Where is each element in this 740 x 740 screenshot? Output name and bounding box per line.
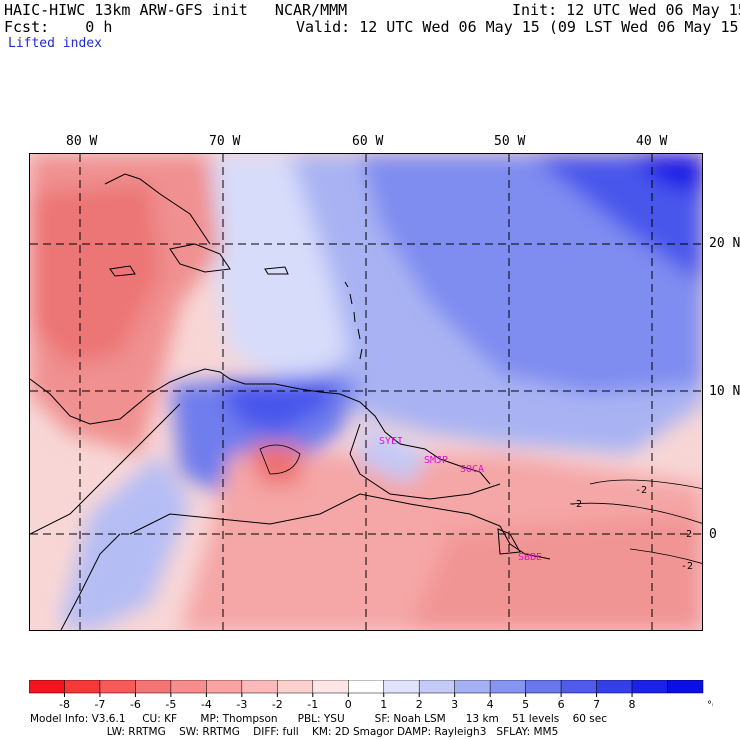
map-canvas bbox=[30, 154, 702, 630]
colorbar-swatch bbox=[383, 679, 420, 694]
colorbar-tick-label: 1 bbox=[380, 698, 387, 711]
colorbar-tick-label: 5 bbox=[522, 698, 529, 711]
colorbar-tick-label: -7 bbox=[94, 698, 105, 711]
coastlines bbox=[30, 173, 551, 630]
colorbar-tick-label: 0 bbox=[345, 698, 352, 711]
colorbar-tick-label: 6 bbox=[558, 698, 565, 711]
colorbar-swatch bbox=[170, 679, 207, 694]
contour-label: -2 bbox=[570, 499, 583, 510]
colorbar-tick-label: -3 bbox=[236, 698, 247, 711]
colorbar-swatch bbox=[489, 679, 526, 694]
colorbar-swatch bbox=[596, 679, 633, 694]
colorbar-swatch bbox=[277, 679, 314, 694]
station-label-smjp: SMJP bbox=[424, 455, 449, 466]
colorbar-swatch bbox=[64, 679, 101, 694]
colorbar-swatch bbox=[560, 679, 597, 694]
colorbar-swatches: -8 -7 -6 -5 -4 -3 -2 -1 0 1 2 3 4 5 6 7 8 °C bbox=[28, 679, 719, 711]
colorbar-tick-label: -1 bbox=[307, 698, 318, 711]
model-title: HAIC-HIWC 13km ARW-GFS init NCAR/MMM bbox=[4, 1, 348, 19]
contour-label: -2 bbox=[681, 561, 694, 572]
colorbar-swatch bbox=[525, 679, 562, 694]
colorbar-tick-label: 8 bbox=[629, 698, 636, 711]
lon-label-50w: 50 W bbox=[494, 134, 526, 149]
lifted-index-map: -2 -2 -2 -2 SYEI SMJP SOCA SBBE bbox=[29, 153, 703, 631]
contour-label: -2 bbox=[680, 529, 693, 540]
field-name: Lifted index bbox=[8, 36, 102, 51]
colorbar-tick-label: -5 bbox=[165, 698, 176, 711]
model-info-line1: Model Info: V3.6.1 CU: KF MP: Thompson P… bbox=[30, 713, 607, 725]
colorbar-swatch bbox=[631, 679, 668, 694]
colorbar-swatch bbox=[667, 679, 704, 694]
colorbar-swatch bbox=[312, 679, 349, 694]
lon-label-60w: 60 W bbox=[352, 134, 384, 149]
colorbar-tick-label: -2 bbox=[272, 698, 283, 711]
lat-label-10n: 10 N bbox=[709, 384, 740, 399]
colorbar-swatch bbox=[28, 679, 65, 694]
valid-time: Valid: 12 UTC Wed 06 May 15 (09 LST Wed … bbox=[296, 18, 740, 36]
forecast-hour: Fcst: 0 h bbox=[4, 18, 113, 36]
station-label-syei: SYEI bbox=[379, 436, 404, 447]
lon-label-40w: 40 W bbox=[636, 134, 668, 149]
colorbar-tick-label: -8 bbox=[59, 698, 70, 711]
model-info-line2: LW: RRTMG SW: RRTMG DIFF: full KM: 2D Sm… bbox=[30, 726, 559, 738]
colorbar-swatch bbox=[135, 679, 172, 694]
lon-label-80w: 80 W bbox=[66, 134, 98, 149]
colorbar-tick-label: -4 bbox=[201, 698, 212, 711]
colorbar-swatch bbox=[206, 679, 243, 694]
colorbar-unit: °C bbox=[707, 700, 713, 711]
colorbar-tick-label: -6 bbox=[130, 698, 141, 711]
contour-lines bbox=[259, 444, 702, 564]
colorbar-tick-label: 7 bbox=[593, 698, 600, 711]
lon-label-70w: 70 W bbox=[209, 134, 241, 149]
lat-lon-grid bbox=[30, 154, 702, 630]
station-label-soca: SOCA bbox=[460, 464, 485, 475]
contour-label: -2 bbox=[635, 485, 648, 496]
station-label-sbbe: SBBE bbox=[518, 552, 543, 563]
colorbar-tick-label: 3 bbox=[451, 698, 458, 711]
colorbar-swatch bbox=[454, 679, 491, 694]
lat-label-0: 0 bbox=[709, 527, 717, 542]
colorbar-swatch bbox=[348, 679, 384, 694]
colorbar-tick-label: 4 bbox=[487, 698, 494, 711]
colorbar-swatch bbox=[418, 679, 455, 694]
lat-label-20n: 20 N bbox=[709, 236, 740, 251]
colorbar-tick-label: 2 bbox=[416, 698, 423, 711]
colorbar-swatch bbox=[241, 679, 278, 694]
colorbar-swatch bbox=[99, 679, 136, 694]
init-time: Init: 12 UTC Wed 06 May 15 bbox=[512, 1, 740, 19]
